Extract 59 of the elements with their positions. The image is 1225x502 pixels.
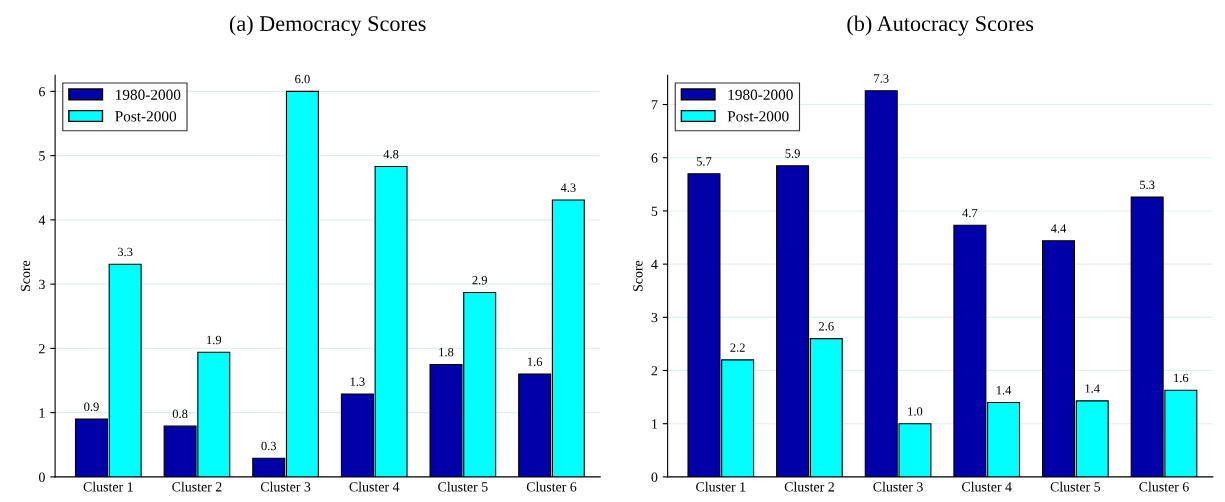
y-tick-label: 5 bbox=[39, 151, 45, 161]
legend-label: 1980-2000 bbox=[728, 89, 793, 100]
x-tick-label: Cluster 5 bbox=[1050, 481, 1101, 492]
y-tick-label: 6 bbox=[39, 86, 45, 97]
x-tick-label: Cluster 4 bbox=[349, 481, 400, 492]
y-tick-label: 7 bbox=[651, 100, 658, 110]
y-tick-label: 2 bbox=[651, 366, 658, 376]
x-tick-label: Cluster 2 bbox=[784, 481, 834, 492]
y-axis-title: Score bbox=[633, 260, 643, 291]
data-label: 1.6 bbox=[527, 357, 543, 367]
y-tick-label: 1 bbox=[652, 419, 658, 429]
y-tick-label: 5 bbox=[651, 206, 658, 216]
data-label: 6.0 bbox=[295, 74, 310, 84]
x-tick-label: Cluster 6 bbox=[1139, 481, 1189, 492]
data-label: 1.4 bbox=[1085, 384, 1100, 393]
y-tick-label: 1 bbox=[39, 408, 45, 418]
chart-title: (a) Democracy Scores bbox=[229, 15, 426, 36]
data-label: 2.9 bbox=[472, 275, 487, 285]
legend-label: Post-2000 bbox=[727, 111, 789, 122]
data-label: 7.3 bbox=[874, 74, 889, 83]
x-tick-label: Cluster 4 bbox=[962, 481, 1012, 492]
data-label: 5.3 bbox=[1140, 180, 1155, 190]
data-label: 4.4 bbox=[1050, 224, 1067, 233]
data-label: 0.3 bbox=[261, 441, 277, 451]
y-tick-label: 3 bbox=[39, 279, 45, 290]
y-tick-label: 6 bbox=[651, 153, 658, 163]
data-label: 1.6 bbox=[1174, 373, 1189, 383]
data-label: 4.3 bbox=[560, 183, 576, 192]
data-label: 1.0 bbox=[908, 407, 923, 416]
legend-label: Post-2000 bbox=[115, 111, 177, 122]
y-tick-label: 2 bbox=[39, 344, 45, 354]
y-tick-label: 0 bbox=[651, 472, 658, 482]
data-label: 0.9 bbox=[84, 402, 99, 412]
data-label: 0.8 bbox=[172, 409, 188, 419]
x-tick-label: Cluster 1 bbox=[83, 481, 133, 492]
data-label: 2.6 bbox=[819, 322, 834, 331]
x-tick-label: Cluster 3 bbox=[260, 481, 311, 492]
x-tick-label: Cluster 6 bbox=[526, 481, 577, 492]
x-tick-label: Cluster 3 bbox=[873, 481, 923, 492]
x-tick-label: Cluster 5 bbox=[438, 481, 488, 492]
y-tick-label: 3 bbox=[651, 312, 658, 323]
y-tick-label: 4 bbox=[38, 215, 46, 225]
data-label: 2.2 bbox=[730, 343, 745, 352]
data-label: 4.7 bbox=[962, 208, 978, 218]
data-label: 1.3 bbox=[350, 377, 365, 386]
y-axis-title: Score bbox=[20, 260, 31, 291]
y-tick-label: 0 bbox=[38, 472, 45, 482]
data-label: 1.9 bbox=[207, 335, 222, 345]
legend-label: 1980-2000 bbox=[116, 89, 181, 100]
data-label: 5.7 bbox=[696, 157, 712, 166]
data-label: 1.8 bbox=[439, 347, 454, 357]
y-tick-label: 4 bbox=[651, 259, 658, 269]
data-label: 4.8 bbox=[383, 150, 399, 159]
data-label: 5.9 bbox=[785, 149, 800, 158]
x-tick-label: Cluster 2 bbox=[172, 481, 222, 492]
chart-title: (b) Autocracy Scores bbox=[847, 15, 1034, 36]
data-label: 3.3 bbox=[117, 247, 133, 257]
x-tick-label: Cluster 1 bbox=[696, 481, 746, 492]
data-label: 1.4 bbox=[996, 385, 1012, 395]
